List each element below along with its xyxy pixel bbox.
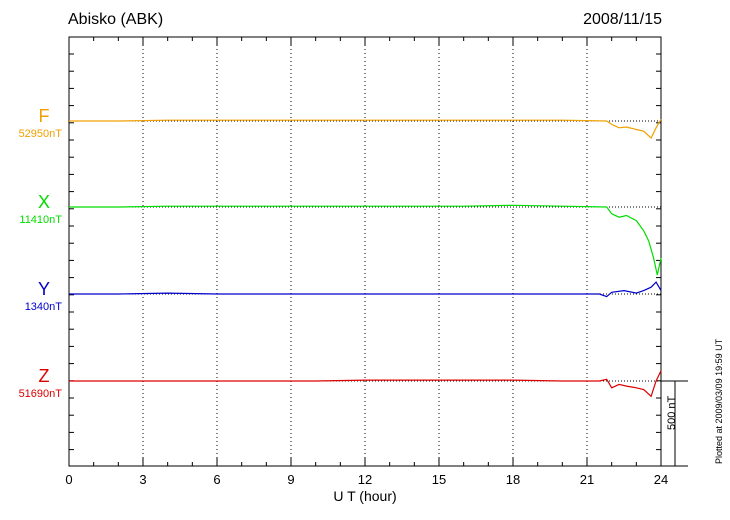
series-line-Y bbox=[69, 281, 662, 298]
station-title: Abisko (ABK) bbox=[68, 11, 164, 28]
baseline-value-Y: 1340nT bbox=[24, 301, 62, 313]
series-line-F bbox=[69, 119, 662, 139]
plotted-timestamp: Plotted at 2009/03/09 19:59 UT bbox=[714, 338, 724, 464]
baseline-value-F: 52950nT bbox=[18, 128, 62, 140]
series-name-Z: Z bbox=[38, 366, 50, 386]
x-tick-label: 9 bbox=[287, 472, 295, 487]
x-tick-label: 18 bbox=[505, 472, 521, 487]
scale-bar-label: 500 nT bbox=[666, 395, 678, 430]
x-tick-label: 21 bbox=[579, 472, 595, 487]
baseline-value-Z: 51690nT bbox=[18, 388, 62, 400]
series-name-X: X bbox=[37, 192, 50, 212]
series-name-F: F bbox=[38, 106, 50, 126]
series-name-Y: Y bbox=[37, 279, 50, 299]
date-title: 2008/11/15 bbox=[583, 11, 662, 28]
series-line-X bbox=[69, 204, 662, 276]
x-axis-label: U T (hour) bbox=[333, 488, 397, 504]
x-tick-label: 3 bbox=[139, 472, 147, 487]
series-line-Z bbox=[69, 370, 662, 398]
x-tick-label: 0 bbox=[65, 472, 73, 487]
x-tick-label: 12 bbox=[357, 472, 373, 487]
x-tick-label: 6 bbox=[213, 472, 221, 487]
x-tick-label: 24 bbox=[653, 472, 669, 487]
baseline-value-X: 11410nT bbox=[19, 214, 62, 226]
x-tick-label: 15 bbox=[431, 472, 447, 487]
